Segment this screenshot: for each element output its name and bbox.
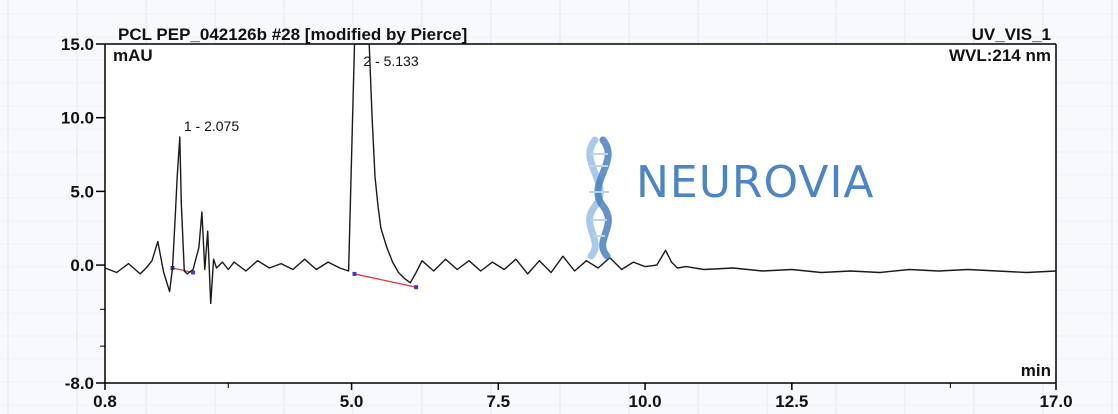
x-tick-label: 12.5 — [775, 392, 808, 411]
channel-label: UV_VIS_1 — [972, 25, 1051, 44]
x-axis-unit-label: min — [1021, 361, 1051, 380]
dna-helix-logo-icon — [586, 136, 612, 260]
x-tick-label: 10.0 — [629, 392, 662, 411]
y-axis-unit-label: mAU — [113, 46, 153, 65]
peak-labels: 1 - 2.075 2 - 5.133 — [184, 53, 419, 134]
y-tick-label: 0.0 — [70, 256, 94, 275]
x-tick-label: 7.5 — [486, 392, 510, 411]
x-tick-label: 17.0 — [1039, 392, 1072, 411]
wavelength-label: WVL:214 nm — [949, 46, 1051, 65]
peak-label: 2 - 5.133 — [363, 53, 418, 69]
peak-label: 1 - 2.075 — [184, 118, 239, 134]
y-tick-label: -8.0 — [65, 374, 94, 393]
brand-name: NEUROVIA — [636, 157, 875, 208]
integration-baseline — [354, 273, 417, 288]
chart-title: PCL PEP_042126b #28 [modified by Pierce] — [118, 25, 467, 44]
neurovia-watermark: NEUROVIA — [586, 136, 875, 260]
plot-area — [105, 44, 1056, 383]
axis-ticks: 15.0 10.0 5.0 0.0 -8.00.8 5.0 7.5 10.0 12.5 17.0 — [61, 35, 1073, 411]
y-tick-label: 5.0 — [70, 182, 94, 201]
series-trace — [104, 43, 1057, 305]
y-tick-label: 10.0 — [61, 109, 94, 128]
y-tick-label: 15.0 — [61, 35, 94, 54]
x-tick-label: 5.0 — [340, 392, 364, 411]
baseline-marker — [414, 285, 419, 290]
x-tick-label: 0.8 — [93, 392, 117, 411]
baseline-marker — [191, 270, 196, 275]
baseline-marker — [352, 271, 357, 276]
